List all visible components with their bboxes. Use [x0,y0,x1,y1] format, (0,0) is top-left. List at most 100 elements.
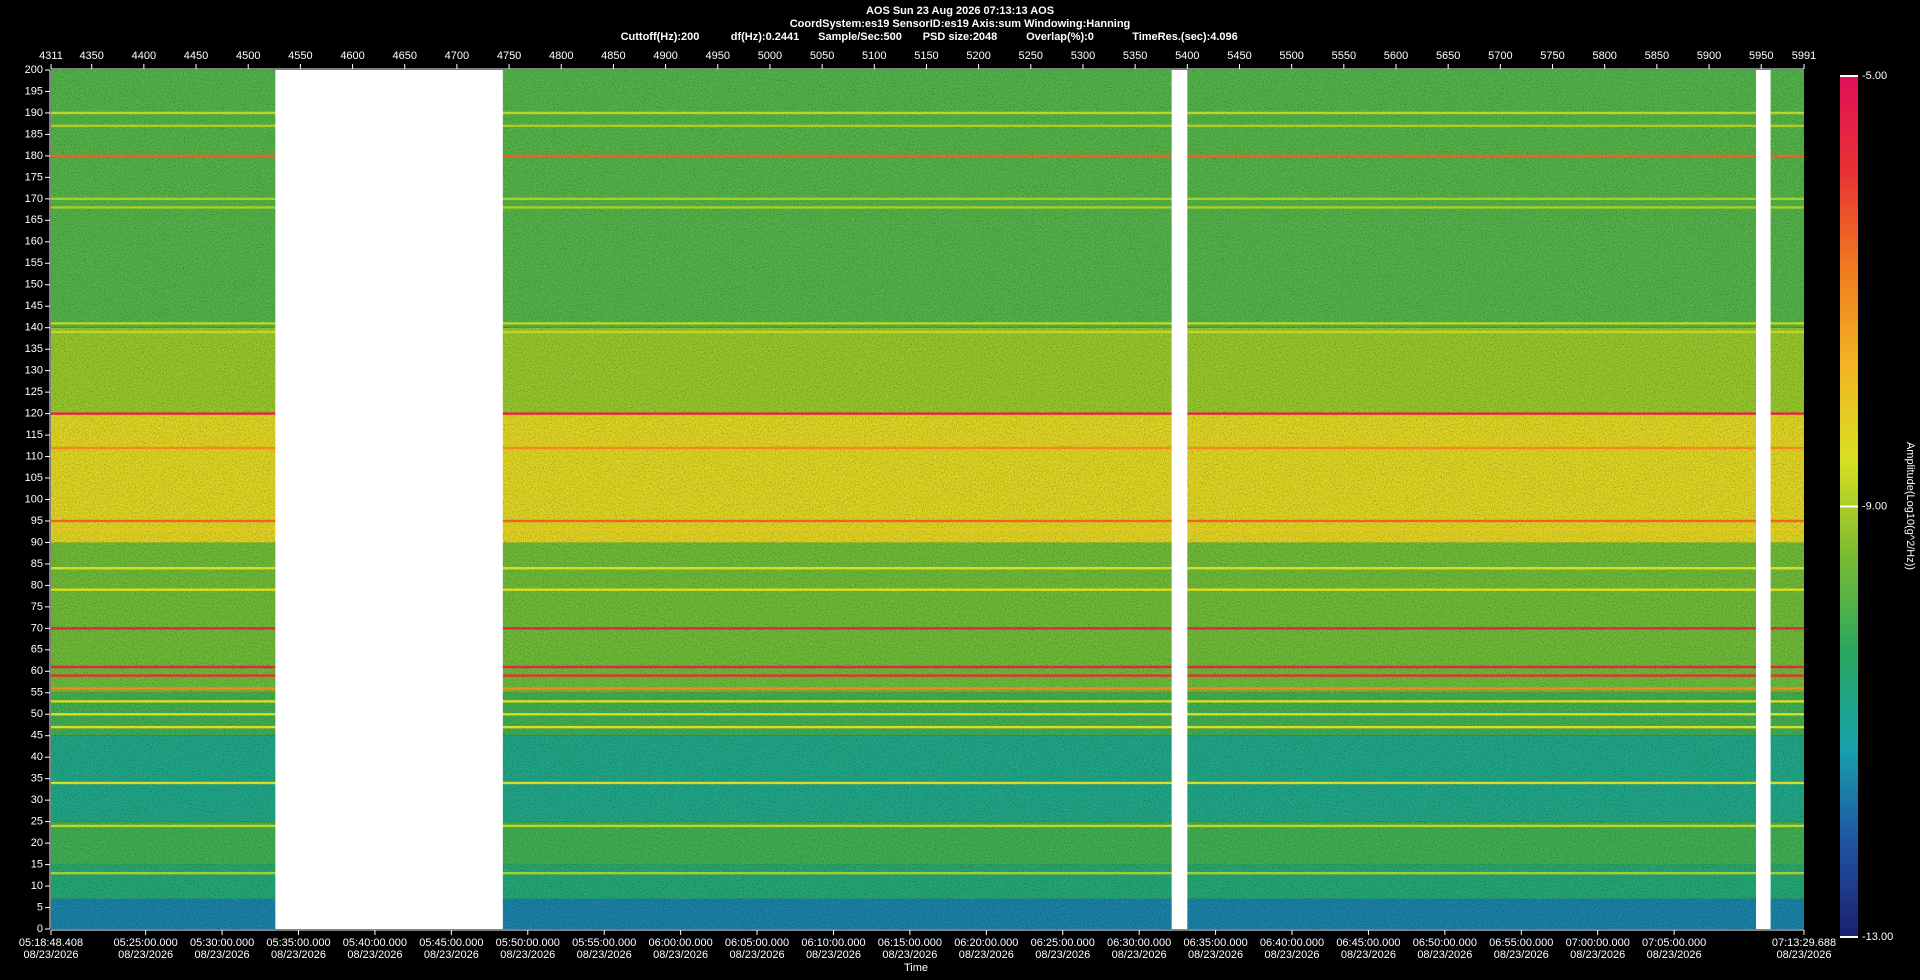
y-tick-label: 165 [25,214,43,226]
top-tick-label: 4700 [445,50,469,62]
time-tick-label: 07:05:00.000 [1642,937,1706,949]
top-tick-label: 5750 [1540,50,1564,62]
y-tick-label: 55 [31,687,43,699]
param-label: TimeRes.(sec):4.096 [1132,31,1238,43]
y-tick-label: 60 [31,665,43,677]
top-tick-label: 4850 [601,50,625,62]
top-tick-label: 4600 [340,50,364,62]
time-tick-date: 08/23/2026 [1494,949,1549,961]
y-tick-label: 185 [25,128,43,140]
spectral-line [51,713,1804,716]
top-tick-label: 5000 [758,50,782,62]
spectral-line [51,588,1804,591]
y-tick-label: 140 [25,322,43,334]
time-tick-label: 06:30:00.000 [1107,937,1171,949]
y-tick-label: 30 [31,794,43,806]
time-tick-date: 08/23/2026 [1264,949,1319,961]
chart-subtitle: CoordSystem:es19 SensorID:es19 Axis:sum … [790,18,1131,30]
time-tick-label: 06:15:00.000 [878,937,942,949]
time-tick-date: 08/23/2026 [1112,949,1167,961]
y-tick-label: 95 [31,515,43,527]
data-gap [1171,70,1188,929]
top-tick-label: 4450 [184,50,208,62]
time-tick-label: 06:25:00.000 [1031,937,1095,949]
time-tick-label: 06:45:00.000 [1336,937,1400,949]
time-tick-date: 08/23/2026 [653,949,708,961]
plot-area [51,70,1804,929]
top-tick-label: 5950 [1749,50,1773,62]
spectral-line [51,124,1804,128]
data-gap [1756,70,1771,929]
y-tick-label: 160 [25,236,43,248]
spectral-line [51,322,1804,325]
top-tick-label: 4800 [549,50,573,62]
top-tick-label: 5800 [1592,50,1616,62]
time-tick-label: 05:55:00.000 [572,937,636,949]
time-tick-date: 08/23/2026 [1776,949,1831,961]
param-label: Overlap(%):0 [1026,31,1094,43]
spectral-line [51,567,1804,570]
y-tick-label: 170 [25,193,43,205]
time-tick-date: 08/23/2026 [195,949,250,961]
spectral-line [51,781,1804,785]
y-tick-label: 100 [25,493,43,505]
spectral-line [51,528,1804,531]
y-tick-label: 180 [25,150,43,162]
spectral-line [51,111,1804,115]
time-tick-label: 05:18:48.408 [19,937,83,949]
y-tick-label: 35 [31,773,43,785]
top-tick-label: 4550 [288,50,312,62]
top-tick-label: 5050 [810,50,834,62]
spectral-line [51,412,1804,415]
y-tick-label: 40 [31,751,43,763]
y-tick-label: 45 [31,730,43,742]
colorbar-tick-label: -9.00 [1862,500,1887,512]
y-tick-label: 175 [25,171,43,183]
spectral-line [51,627,1804,630]
param-label: PSD size:2048 [923,31,998,43]
top-tick-label: 4950 [706,50,730,62]
time-tick-label: 06:00:00.000 [649,937,713,949]
x-axis-label: Time [904,962,928,974]
param-label: Cuttoff(Hz):200 [621,31,700,43]
top-tick-label: 5250 [1019,50,1043,62]
colorbar-tick-label: -13.00 [1862,931,1893,943]
y-tick-label: 85 [31,558,43,570]
time-tick-label: 05:40:00.000 [343,937,407,949]
y-tick-label: 190 [25,107,43,119]
y-tick-label: 0 [37,923,43,935]
y-tick-label: 15 [31,858,43,870]
time-tick-date: 08/23/2026 [23,949,78,961]
top-tick-label: 5400 [1175,50,1199,62]
top-tick-label: 5300 [1071,50,1095,62]
time-tick-date: 08/23/2026 [271,949,326,961]
y-tick-label: 115 [25,429,43,441]
time-tick-date: 08/23/2026 [1417,949,1472,961]
top-tick-label: 4400 [132,50,156,62]
y-tick-label: 10 [31,880,43,892]
y-tick-label: 50 [31,708,43,720]
time-tick-label: 06:20:00.000 [954,937,1018,949]
time-tick-label: 06:10:00.000 [801,937,865,949]
top-tick-label: 5700 [1488,50,1512,62]
top-tick-label: 4500 [236,50,260,62]
y-tick-label: 145 [25,300,43,312]
top-tick-label: 5500 [1279,50,1303,62]
y-tick-label: 125 [25,386,43,398]
y-tick-label: 110 [25,450,43,462]
top-tick-label: 5600 [1384,50,1408,62]
param-label: Sample/Sec:500 [818,31,902,43]
time-tick-label: 06:55:00.000 [1489,937,1553,949]
time-tick-label: 07:00:00.000 [1566,937,1630,949]
colorbar-tick-label: -5.00 [1862,70,1887,82]
top-tick-label: 5200 [966,50,990,62]
param-label: df(Hz):0.2441 [731,31,799,43]
time-tick-date: 08/23/2026 [118,949,173,961]
time-tick-label: 06:50:00.000 [1413,937,1477,949]
top-tick-label: 5650 [1436,50,1460,62]
top-tick-label: 5450 [1227,50,1251,62]
y-tick-label: 65 [31,644,43,656]
spectral-line [51,687,1804,690]
